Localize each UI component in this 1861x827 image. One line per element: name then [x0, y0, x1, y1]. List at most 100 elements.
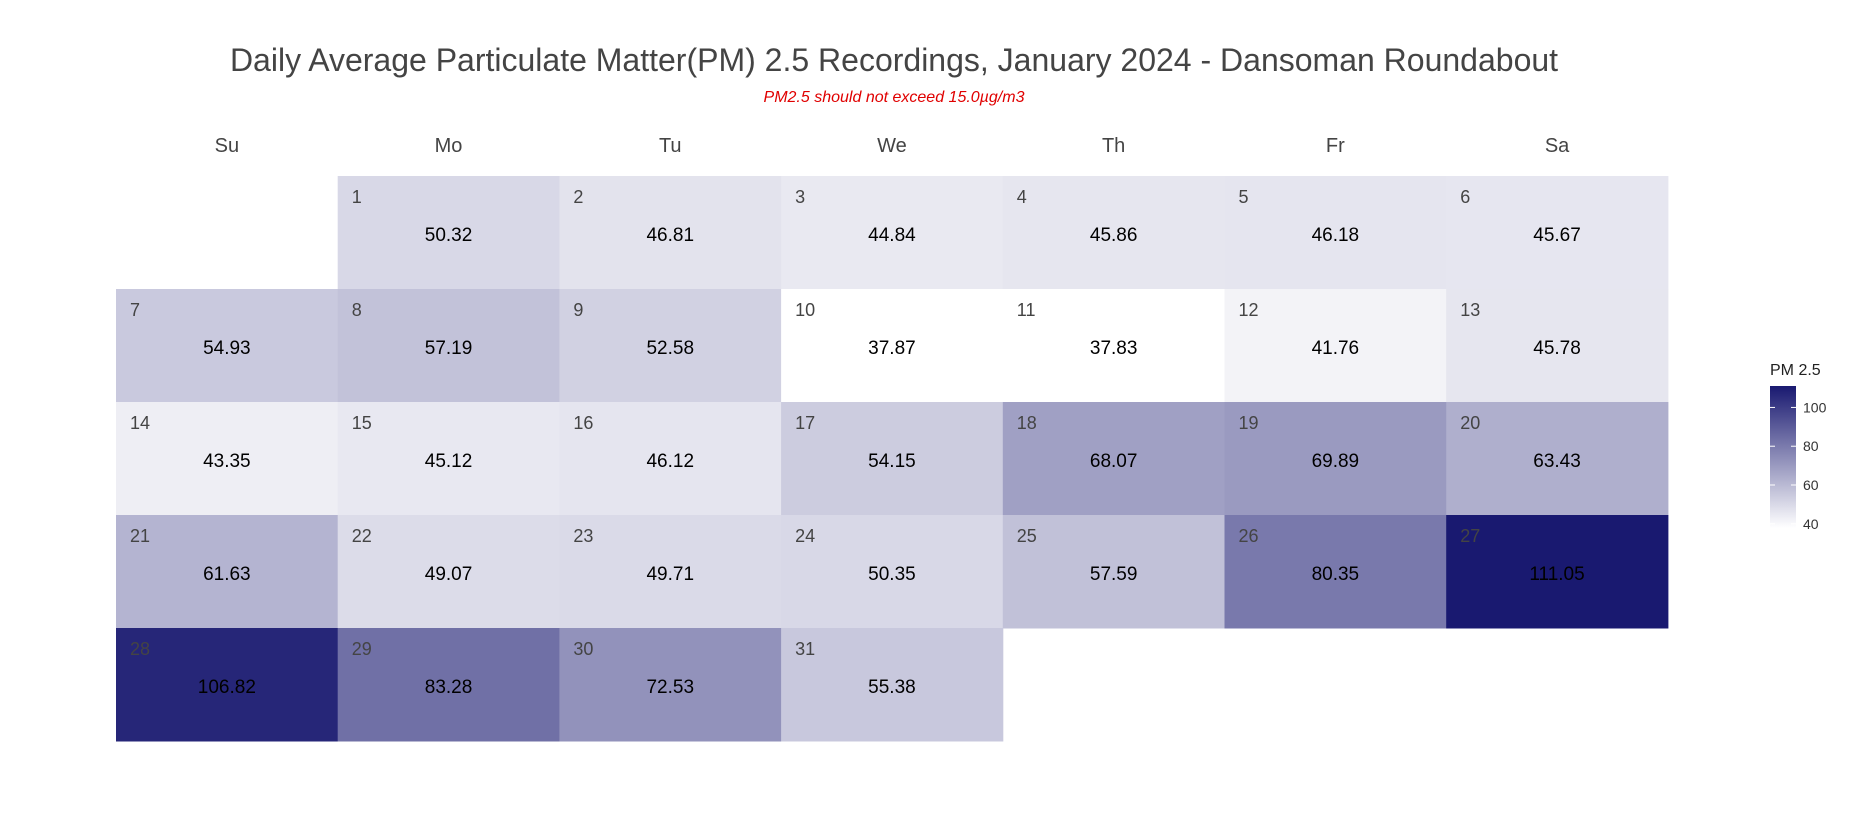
- day-value-label: 50.35: [868, 564, 916, 585]
- day-value-label: 41.76: [1312, 338, 1360, 359]
- heatmap-cell-day-16: [559, 402, 782, 516]
- day-number-label: 25: [1017, 526, 1037, 546]
- calendar-cells: 150.32246.81344.84445.86546.18645.67754.…: [116, 176, 1669, 742]
- day-number-label: 29: [352, 639, 372, 659]
- day-number-label: 17: [795, 413, 815, 433]
- day-value-label: 57.19: [425, 338, 473, 359]
- heatmap-cell-day-23: [559, 515, 782, 629]
- heatmap-cell-day-21: [116, 515, 339, 629]
- day-value-label: 37.87: [868, 338, 916, 359]
- day-value-label: 106.82: [198, 677, 256, 698]
- day-value-label: 45.67: [1533, 225, 1581, 246]
- legend-tick-label: 40: [1803, 516, 1819, 532]
- calendar-day-cell: 10 37.87: [781, 289, 1004, 403]
- day-number-label: 16: [573, 413, 593, 433]
- calendar-day-cell: 445.86: [1002, 176, 1225, 290]
- day-number-label: 7: [130, 300, 140, 320]
- legend-tick-label: 100: [1803, 399, 1827, 415]
- calendar-day-cell: 344.84: [781, 176, 1004, 290]
- day-value-label: 44.84: [868, 225, 916, 246]
- weekday-headers: Su Mo Tu We Th Fr Sa: [215, 135, 1571, 157]
- calendar-day-cell: 30 72.53: [559, 628, 782, 742]
- heatmap-cell-day-7: [116, 289, 339, 403]
- day-value-label: 45.12: [425, 451, 473, 472]
- heatmap-cell-day-24: [781, 515, 1004, 629]
- day-value-label: 72.53: [646, 677, 694, 698]
- day-number-label: 9: [573, 300, 583, 320]
- day-number-label: 5: [1239, 187, 1249, 207]
- calendar-day-cell: 952.58: [559, 289, 782, 403]
- day-number-label: 18: [1017, 413, 1037, 433]
- day-number-label: 24: [795, 526, 815, 546]
- weekday-header-sa: Sa: [1545, 135, 1570, 157]
- calendar-day-cell: 14 43.35: [116, 402, 339, 516]
- heatmap-cell-day-5: [1224, 176, 1447, 290]
- heatmap-cell-day-4: [1002, 176, 1225, 290]
- day-value-label: 57.59: [1090, 564, 1138, 585]
- day-value-label: 83.28: [425, 677, 473, 698]
- calendar-day-cell: 857.19: [337, 289, 560, 403]
- heatmap-cell-day-31: [781, 628, 1004, 742]
- day-value-label: 54.15: [868, 451, 916, 472]
- calendar-day-cell: 24 50.35: [781, 515, 1004, 629]
- calendar-day-cell: 31 55.38: [781, 628, 1004, 742]
- day-number-label: 19: [1239, 413, 1259, 433]
- heatmap-cell-day-10: [781, 289, 1004, 403]
- calendar-day-cell: 754.93: [116, 289, 339, 403]
- heatmap-cell-day-14: [116, 402, 339, 516]
- legend-color-bar: [1770, 386, 1796, 528]
- calendar-day-cell: 22 49.07: [337, 515, 560, 629]
- heatmap-cell-day-27: [1446, 515, 1669, 629]
- heatmap-cell-day-22: [337, 515, 560, 629]
- calendar-day-cell: 16 46.12: [559, 402, 782, 516]
- calendar-day-cell: 25 57.59: [1002, 515, 1225, 629]
- day-number-label: 13: [1460, 300, 1480, 320]
- calendar-day-cell: 27 111.05: [1446, 515, 1669, 629]
- weekday-header-th: Th: [1102, 135, 1125, 157]
- calendar-day-cell: 150.32: [337, 176, 560, 290]
- day-value-label: 45.78: [1533, 338, 1581, 359]
- heatmap-cell-day-18: [1002, 402, 1225, 516]
- day-value-label: 111.05: [1529, 564, 1584, 585]
- calendar-day-cell: 11 37.83: [1002, 289, 1225, 403]
- weekday-header-we: We: [877, 135, 907, 157]
- day-value-label: 46.81: [646, 225, 694, 246]
- calendar-day-cell: 18 68.07: [1002, 402, 1225, 516]
- calendar-day-cell: 19 69.89: [1224, 402, 1447, 516]
- calendar-day-cell: 13 45.78: [1446, 289, 1669, 403]
- day-value-label: 49.07: [425, 564, 473, 585]
- heatmap-cell-day-26: [1224, 515, 1447, 629]
- day-number-label: 20: [1460, 413, 1480, 433]
- day-number-label: 31: [795, 639, 815, 659]
- heatmap-cell-day-30: [559, 628, 782, 742]
- calendar-day-cell: 246.81: [559, 176, 782, 290]
- heatmap-cell-day-8: [337, 289, 560, 403]
- day-number-label: 21: [130, 526, 150, 546]
- heatmap-cell-day-2: [559, 176, 782, 290]
- legend: PM 2.5 40 60 80 100: [1770, 362, 1850, 539]
- day-number-label: 26: [1239, 526, 1259, 546]
- day-number-label: 6: [1460, 187, 1470, 207]
- chart-title: Daily Average Particulate Matter(PM) 2.5…: [229, 42, 1559, 78]
- day-value-label: 68.07: [1090, 451, 1138, 472]
- weekday-header-mo: Mo: [435, 135, 463, 157]
- heatmap-cell-day-12: [1224, 289, 1447, 403]
- calendar-day-cell: 29 83.28: [337, 628, 560, 742]
- day-value-label: 55.38: [868, 677, 916, 698]
- day-value-label: 49.71: [646, 564, 694, 585]
- calendar-day-cell: 15 45.12: [337, 402, 560, 516]
- heatmap-cell-day-17: [781, 402, 1004, 516]
- day-value-label: 61.63: [203, 564, 251, 585]
- day-number-label: 8: [352, 300, 362, 320]
- day-number-label: 4: [1017, 187, 1027, 207]
- heatmap-cell-day-28: [116, 628, 339, 742]
- calendar-day-cell: 26 80.35: [1224, 515, 1447, 629]
- calendar-day-cell: 17 54.15: [781, 402, 1004, 516]
- day-value-label: 46.12: [646, 451, 694, 472]
- calendar-day-cell: 21 61.63: [116, 515, 339, 629]
- legend-tick-label: 80: [1803, 438, 1819, 454]
- heatmap-cell-day-6: [1446, 176, 1669, 290]
- heatmap-cell-day-13: [1446, 289, 1669, 403]
- day-value-label: 63.43: [1533, 451, 1581, 472]
- day-number-label: 22: [352, 526, 372, 546]
